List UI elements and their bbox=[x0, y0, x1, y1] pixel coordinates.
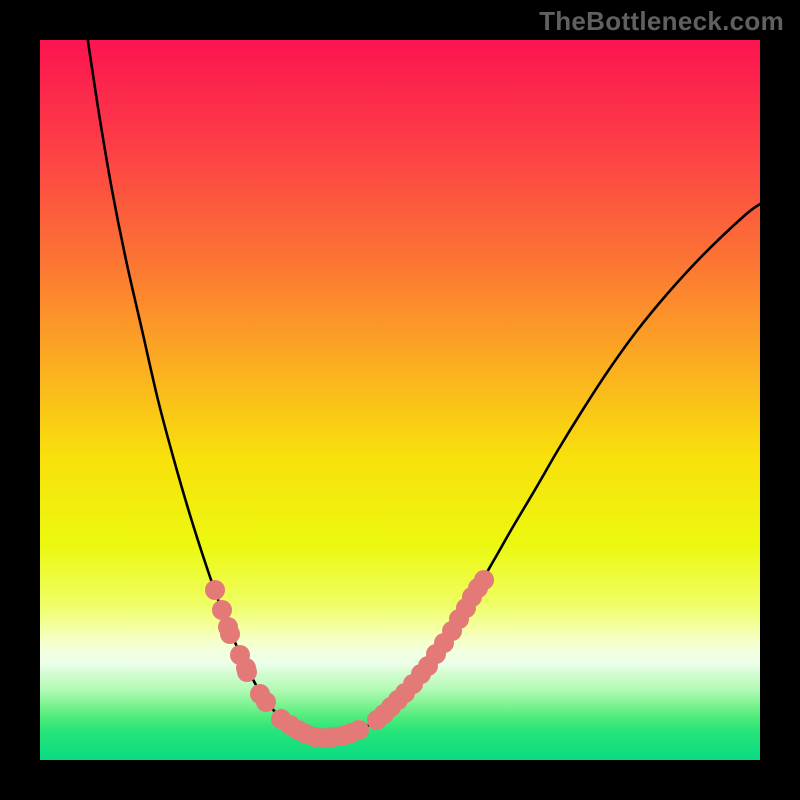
marker-cluster-right bbox=[367, 570, 494, 730]
marker-point bbox=[256, 692, 276, 712]
chart-svg-overlay bbox=[0, 0, 800, 800]
bottleneck-curve bbox=[85, 20, 760, 738]
marker-point bbox=[474, 570, 494, 590]
marker-cluster-left bbox=[205, 580, 276, 712]
marker-point bbox=[212, 600, 232, 620]
marker-point bbox=[220, 624, 240, 644]
marker-point bbox=[237, 662, 257, 682]
marker-cluster-bottom bbox=[271, 709, 369, 748]
marker-point bbox=[349, 720, 369, 740]
marker-point bbox=[205, 580, 225, 600]
